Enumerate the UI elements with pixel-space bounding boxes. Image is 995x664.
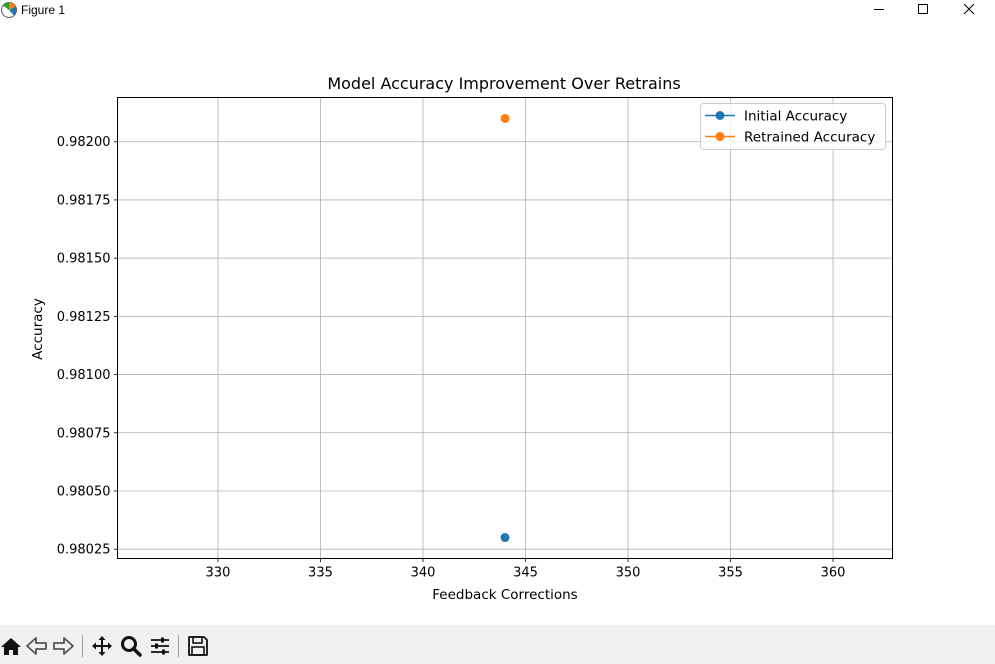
home-button[interactable] xyxy=(0,635,22,657)
y-tick-label: 0.98100 xyxy=(57,368,111,383)
retrained-accuracy-point xyxy=(500,113,510,123)
back-button[interactable] xyxy=(26,635,48,657)
initial-accuracy-point xyxy=(500,533,510,543)
x-tick-label: 330 xyxy=(206,566,231,581)
pan-icon xyxy=(92,636,112,656)
close-button[interactable] xyxy=(946,0,992,20)
window-title: Figure 1 xyxy=(21,3,66,17)
chart-svg: Model Accuracy Improvement Over Retrains… xyxy=(30,74,893,603)
y-tick-label: 0.98075 xyxy=(57,426,111,441)
x-tick-label: 350 xyxy=(616,566,641,581)
y-tick-label: 0.98050 xyxy=(57,484,111,499)
forward-icon xyxy=(53,637,74,655)
matplotlib-app-icon xyxy=(0,1,18,19)
x-axis-label: Feedback Corrections xyxy=(432,587,577,603)
y-tick-label: 0.98025 xyxy=(57,543,111,558)
x-tick-label: 355 xyxy=(718,566,743,581)
save-button[interactable] xyxy=(187,635,209,657)
title-bar: Figure 1 xyxy=(0,0,995,20)
x-tick-label: 345 xyxy=(513,566,538,581)
initial-accuracy-legend-marker xyxy=(715,111,725,120)
legend-box xyxy=(700,103,886,150)
axis-ticks: 330 335 340 345 350 355 360 0.98025 0.98050 0.980… xyxy=(57,135,846,580)
zoom-button[interactable] xyxy=(120,635,142,657)
forward-button[interactable] xyxy=(52,635,74,657)
close-icon xyxy=(963,4,975,15)
y-axis-label: Accuracy xyxy=(30,298,46,360)
maximize-button[interactable] xyxy=(900,0,946,20)
home-icon xyxy=(1,638,21,655)
y-tick-label: 0.98150 xyxy=(57,252,111,267)
minimize-icon xyxy=(874,9,884,10)
x-tick-label: 335 xyxy=(308,566,333,581)
configure-subplots-button[interactable] xyxy=(149,635,171,657)
y-tick-label: 0.98175 xyxy=(57,193,111,208)
zoom-icon xyxy=(121,636,142,657)
initial-accuracy-legend-label: Initial Accuracy xyxy=(744,109,847,125)
retrained-accuracy-legend-marker xyxy=(715,132,725,141)
pan-button[interactable] xyxy=(91,635,113,657)
grid xyxy=(117,97,893,559)
maximize-icon xyxy=(918,4,928,14)
save-icon xyxy=(188,636,208,656)
toolbar-separator xyxy=(178,635,179,657)
y-tick-label: 0.98125 xyxy=(57,310,111,325)
retrained-accuracy-legend-label: Retrained Accuracy xyxy=(744,130,875,146)
plot-frame xyxy=(117,97,893,559)
toolbar-separator xyxy=(82,635,83,657)
data-points xyxy=(500,113,510,543)
x-tick-label: 340 xyxy=(411,566,436,581)
minimize-button[interactable] xyxy=(856,0,902,20)
y-tick-label: 0.98200 xyxy=(57,135,111,150)
figure-canvas[interactable]: Model Accuracy Improvement Over Retrains… xyxy=(0,20,995,625)
legend: Initial Accuracy Retrained Accuracy xyxy=(700,103,886,150)
navigation-toolbar xyxy=(0,625,995,664)
back-icon xyxy=(26,637,47,655)
chart-title: Model Accuracy Improvement Over Retrains xyxy=(327,74,680,93)
x-tick-label: 360 xyxy=(821,566,846,581)
configure-subplots-icon xyxy=(151,637,169,655)
